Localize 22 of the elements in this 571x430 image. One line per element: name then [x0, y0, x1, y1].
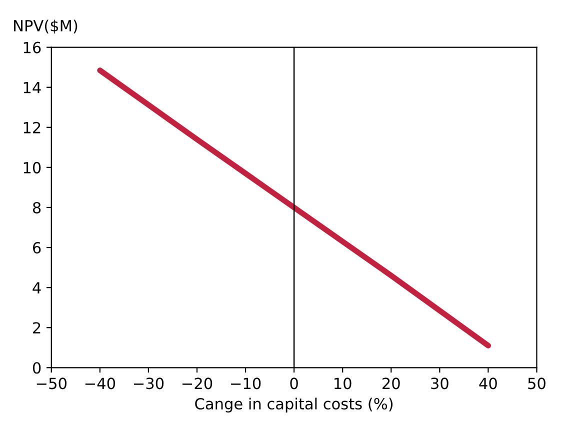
y-axis-title: NPV($M)	[14, 20, 78, 34]
x-tick-label: −50	[36, 378, 66, 390]
x-tick-label: −20	[182, 378, 212, 390]
x-tick-label: 10	[334, 378, 352, 390]
y-tick-label: 14	[24, 82, 41, 94]
x-tick-label: 50	[528, 378, 546, 390]
y-tick-label: 6	[33, 242, 41, 254]
y-tick-label: 2	[33, 322, 40, 334]
y-tick-label: 0	[32, 362, 41, 374]
x-tick-label: 0	[290, 378, 298, 390]
y-tick-label: 12	[24, 122, 40, 134]
y-tick-label: 4	[32, 282, 41, 294]
x-tick-label: 20	[382, 378, 400, 390]
y-tick-label: 8	[32, 202, 41, 214]
x-tick-label: −10	[231, 378, 261, 390]
y-tick-label: 16	[24, 42, 41, 54]
x-axis-title: Cange in capital costs (%)	[195, 398, 393, 412]
x-tick-label: −40	[85, 378, 116, 390]
x-tick-label: −30	[134, 378, 164, 390]
x-tick-label: 40	[479, 378, 497, 390]
y-tick-label: 10	[24, 162, 41, 174]
x-tick-label: 30	[431, 378, 448, 390]
